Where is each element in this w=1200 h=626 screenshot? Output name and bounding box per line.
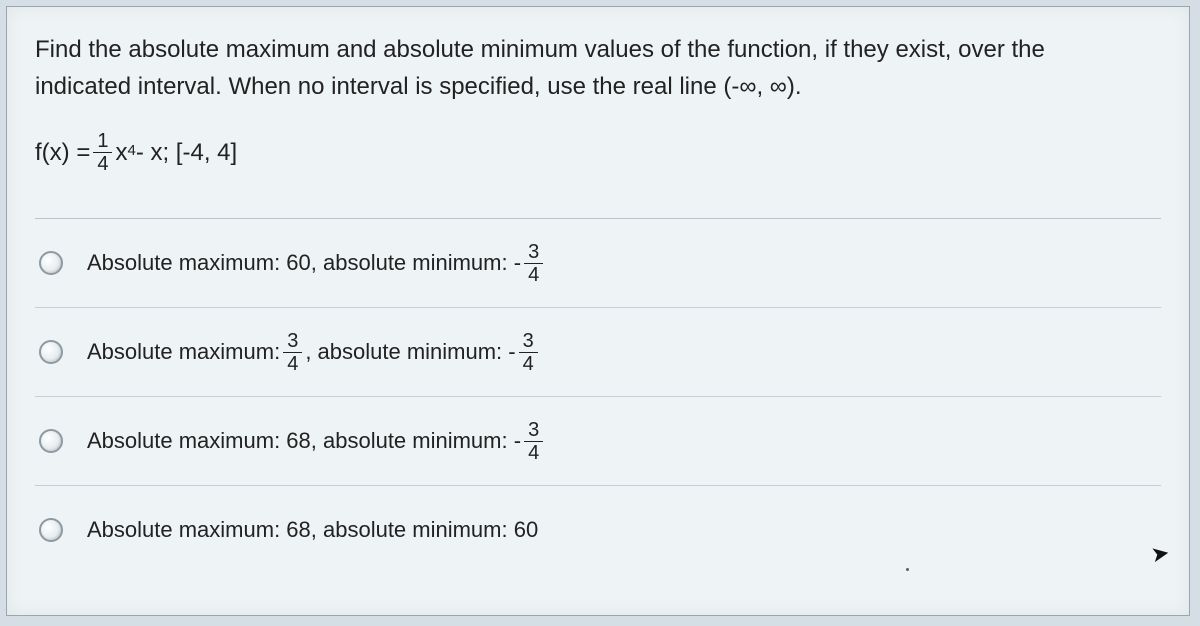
choice-2-frac-a-num: 3 [283, 331, 302, 352]
choice-3-body: Absolute maximum: 68, absolute minimum: … [87, 420, 546, 463]
fn-var-base: x [115, 139, 127, 167]
question-text: Find the absolute maximum and absolute m… [35, 31, 1161, 105]
radio-icon[interactable] [39, 340, 63, 364]
choice-2-frac-b-den: 4 [519, 352, 538, 374]
radio-icon[interactable] [39, 429, 63, 453]
choice-1-body: Absolute maximum: 60, absolute minimum: … [87, 242, 546, 285]
radio-icon[interactable] [39, 518, 63, 542]
choice-4-prefix: Absolute maximum: 68, absolute minimum: … [87, 517, 538, 543]
choice-2-prefix: Absolute maximum: [87, 339, 280, 365]
choice-4-body: Absolute maximum: 68, absolute minimum: … [87, 517, 538, 543]
choice-1[interactable]: Absolute maximum: 60, absolute minimum: … [35, 219, 1161, 308]
fn-coef-num: 1 [93, 131, 112, 152]
speck-icon [906, 568, 909, 571]
fn-coef-fraction: 1 4 [93, 131, 112, 174]
choice-3-frac: 3 4 [524, 420, 543, 463]
fn-var-exp: 4 [127, 142, 135, 159]
question-line-1: Find the absolute maximum and absolute m… [35, 36, 1045, 63]
choice-3-frac-den: 4 [524, 441, 543, 463]
choice-1-prefix: Absolute maximum: 60, absolute minimum: … [87, 250, 521, 276]
fn-tail: - x; [-4, 4] [136, 139, 237, 167]
choice-2-frac-a-den: 4 [283, 352, 302, 374]
choice-3-frac-num: 3 [524, 420, 543, 441]
answer-choices: Absolute maximum: 60, absolute minimum: … [35, 219, 1161, 574]
choice-2-frac-a: 3 4 [283, 331, 302, 374]
choice-2-mid: , absolute minimum: - [305, 339, 515, 365]
function-definition: f(x) = 1 4 x4 - x; [-4, 4] [35, 131, 1161, 174]
fn-coef-den: 4 [93, 152, 112, 174]
choice-1-frac-num: 3 [524, 242, 543, 263]
choice-2-body: Absolute maximum: 3 4 , absolute minimum… [87, 331, 541, 374]
choice-4[interactable]: Absolute maximum: 68, absolute minimum: … [35, 486, 1161, 574]
question-card: Find the absolute maximum and absolute m… [6, 6, 1190, 616]
choice-1-frac-den: 4 [524, 263, 543, 285]
choice-3[interactable]: Absolute maximum: 68, absolute minimum: … [35, 397, 1161, 486]
radio-icon[interactable] [39, 251, 63, 275]
fn-var: x4 [115, 139, 135, 167]
choice-2[interactable]: Absolute maximum: 3 4 , absolute minimum… [35, 308, 1161, 397]
choice-2-frac-b-num: 3 [519, 331, 538, 352]
choice-1-frac: 3 4 [524, 242, 543, 285]
fn-lhs: f(x) = [35, 139, 90, 167]
cursor-icon: ➤ [1148, 540, 1171, 569]
choice-2-frac-b: 3 4 [519, 331, 538, 374]
question-line-2: indicated interval. When no interval is … [35, 73, 802, 100]
choice-3-prefix: Absolute maximum: 68, absolute minimum: … [87, 428, 521, 454]
